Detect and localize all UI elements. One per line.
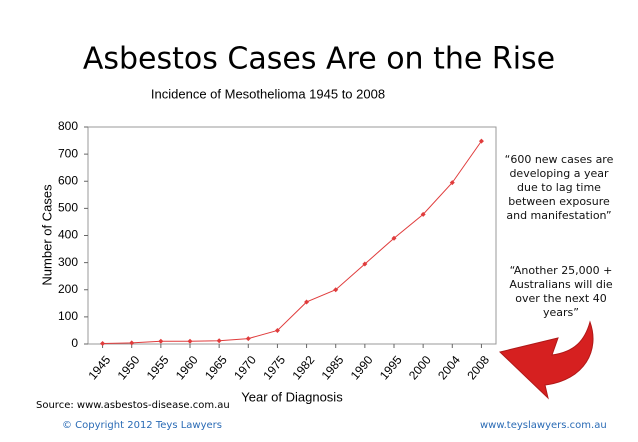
y-tick-label: 100 xyxy=(58,309,78,323)
y-tick-label: 700 xyxy=(58,146,78,160)
marker xyxy=(478,138,484,144)
marker xyxy=(187,338,193,344)
x-tick-label: 2004 xyxy=(435,353,463,383)
x-tick-label: 1965 xyxy=(202,353,230,383)
arrow xyxy=(498,320,594,400)
y-tick-label: 0 xyxy=(71,336,78,350)
marker xyxy=(420,211,426,217)
marker xyxy=(333,287,339,293)
y-tick-label: 300 xyxy=(58,255,78,269)
x-tick-label: 1970 xyxy=(231,353,259,383)
slide-title: Asbestos Cases Are on the Rise xyxy=(83,42,555,77)
x-tick-label: 2000 xyxy=(406,353,434,383)
marker xyxy=(245,336,251,342)
x-tick-label: 1945 xyxy=(85,353,113,383)
line xyxy=(102,140,482,344)
annotation: “Another 25,000 + Australians will die o… xyxy=(509,264,613,319)
marker xyxy=(216,338,222,344)
marker xyxy=(391,235,397,241)
y-axis-label: Number of Cases xyxy=(39,184,54,286)
chart-title: Incidence of Mesothelioma 1945 to 2008 xyxy=(151,86,385,101)
x-tick-label: 1990 xyxy=(348,353,376,383)
y-tick-label: 800 xyxy=(58,119,78,133)
x-tick-label: 1955 xyxy=(144,353,172,383)
marker xyxy=(100,340,106,346)
source: Source: www.asbestos-disease.com.au xyxy=(36,400,230,411)
x-axis-label: Year of Diagnosis xyxy=(241,389,343,404)
y-tick-label: 400 xyxy=(58,228,78,242)
x-tick-label: 1995 xyxy=(377,353,405,383)
x-tick-label: 1985 xyxy=(319,353,347,383)
plot-frame xyxy=(87,126,497,345)
marker xyxy=(304,299,310,305)
marker xyxy=(129,340,135,346)
annotation: “600 new cases are developing a year due… xyxy=(504,153,614,222)
x-tick-label: 1960 xyxy=(173,353,201,383)
x-tick-label: 1975 xyxy=(260,353,288,383)
x-tick-label: 2008 xyxy=(464,353,492,383)
y-tick-label: 600 xyxy=(58,173,78,187)
y-tick-label: 200 xyxy=(58,282,78,296)
marker xyxy=(362,261,368,267)
y-tick-label: 500 xyxy=(58,201,78,215)
x-tick-label: 1982 xyxy=(289,353,317,383)
marker xyxy=(274,327,280,333)
x-tick-label: 1950 xyxy=(115,353,143,383)
marker xyxy=(449,180,455,186)
website: www.teyslawyers.com.au xyxy=(480,420,607,431)
copyright: © Copyright 2012 Teys Lawyers xyxy=(62,420,222,431)
marker xyxy=(158,338,164,344)
